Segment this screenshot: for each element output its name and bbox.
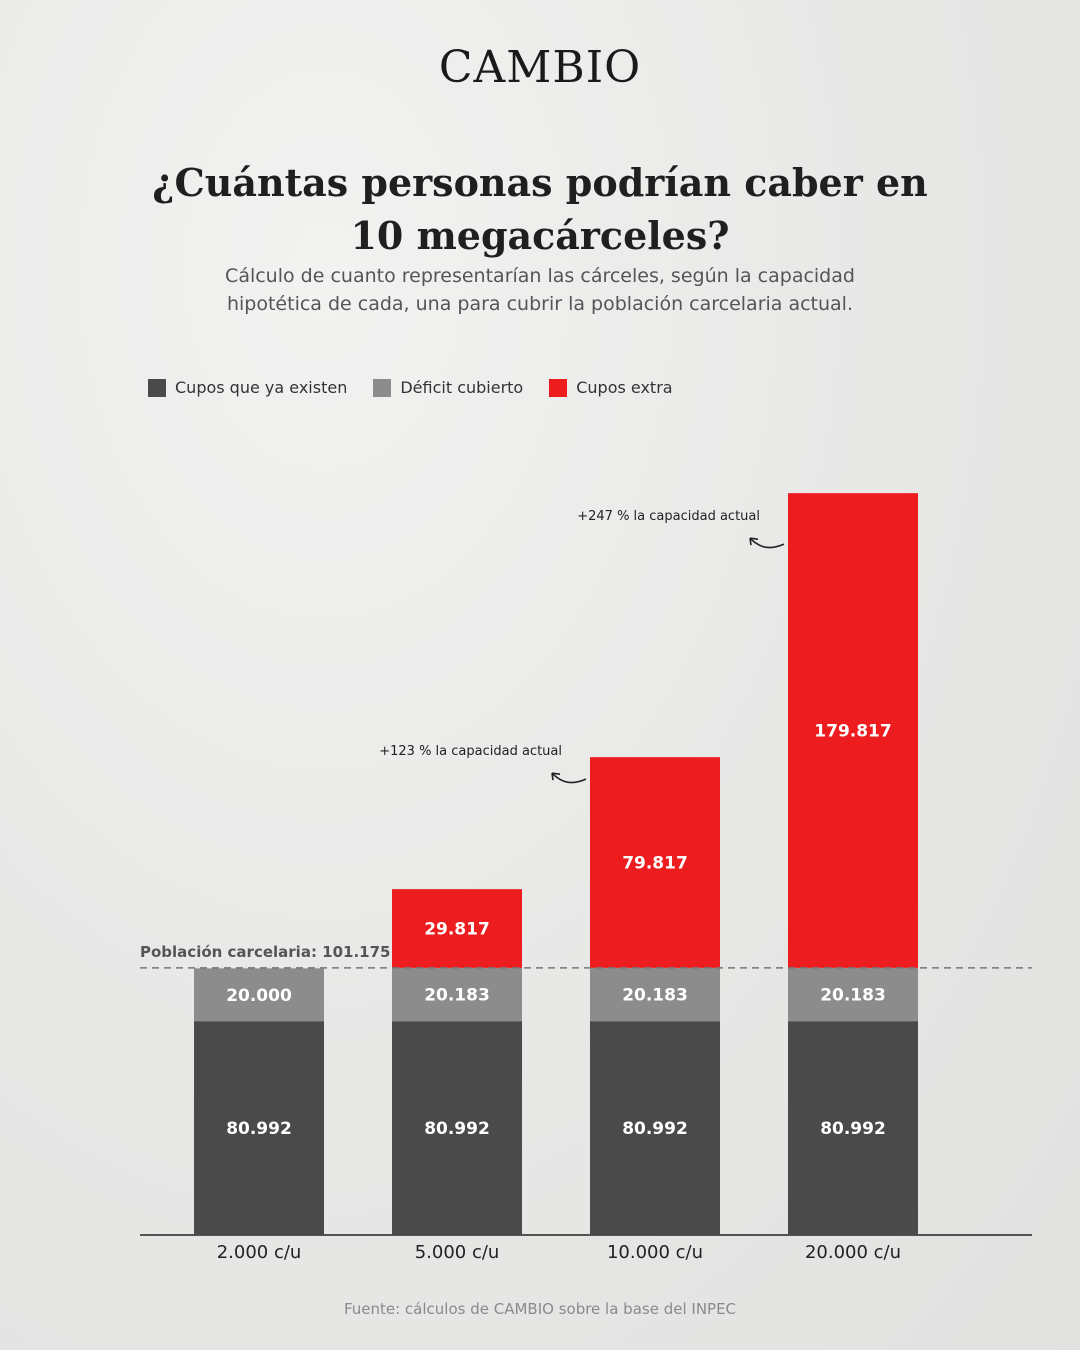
legend-item-deficit: Déficit cubierto: [373, 378, 523, 397]
bar-segment-1-3: [788, 967, 918, 1022]
legend: Cupos que ya existen Déficit cubierto Cu…: [148, 378, 673, 397]
annotation-arrow: [749, 537, 785, 549]
x-tick-label: 20.000 c/u: [805, 1242, 901, 1263]
bar-segment-0-3: [788, 1021, 918, 1235]
title-line-1: ¿Cuántas personas podrían caber en: [152, 160, 928, 205]
bar-value-label: 80.992: [622, 1119, 688, 1139]
legend-swatch-extra: [549, 378, 568, 397]
brand-logo: CAMBIO: [438, 42, 642, 93]
annotation-arrowhead: [749, 537, 759, 546]
bar-value-label: 80.992: [226, 1119, 292, 1139]
bar-value-label: 179.817: [814, 722, 891, 742]
annotation-text: +247 % la capacidad actual: [577, 509, 760, 524]
legend-item-existing: Cupos que ya existen: [148, 378, 347, 397]
reference-line-label: Población carcelaria: 101.175: [140, 943, 390, 961]
bar-segment-1-1: [392, 967, 522, 1022]
bar-segment-0-2: [590, 1021, 720, 1235]
annotation-arrowhead: [551, 772, 561, 781]
legend-swatch-existing: [148, 378, 166, 397]
bar-value-label: 79.817: [622, 854, 688, 874]
x-tick-label: 2.000 c/u: [217, 1242, 302, 1263]
legend-label-existing: Cupos que ya existen: [175, 378, 348, 397]
legend-swatch-deficit: [373, 378, 392, 397]
x-tick-label: 5.000 c/u: [415, 1242, 500, 1263]
bar-segment-1-2: [590, 967, 720, 1022]
chart-subtitle: Cálculo de cuanto representarían las cár…: [225, 265, 855, 315]
bar-segment-0-0: [194, 1021, 324, 1235]
legend-label-extra: Cupos extra: [576, 378, 673, 397]
bar-segment-2-2: [590, 757, 720, 968]
legend-item-extra: Cupos extra: [549, 378, 673, 397]
bar-value-label: 20.183: [820, 986, 886, 1006]
annotation-arrow: [551, 772, 587, 784]
chart-title: ¿Cuántas personas podrían caber en 10 me…: [90, 156, 990, 262]
bar-segment-2-1: [392, 889, 522, 968]
bar-segment-1-0: [194, 968, 324, 1022]
legend-label-deficit: Déficit cubierto: [400, 378, 524, 397]
bar-value-label: 20.183: [424, 986, 490, 1006]
bar-value-label: 20.183: [622, 986, 688, 1006]
bar-segment-2-3: [788, 493, 918, 968]
annotation-text: +123 % la capacidad actual: [379, 744, 562, 759]
bar-value-label: 80.992: [820, 1119, 886, 1139]
x-tick-label: 10.000 c/u: [607, 1242, 703, 1263]
bar-value-label: 29.817: [424, 920, 490, 940]
title-line-2: 10 megacárceles?: [350, 213, 730, 258]
bar-value-label: 20.000: [226, 986, 292, 1006]
source-note: Fuente: cálculos de CAMBIO sobre la base…: [343, 1300, 737, 1318]
bar-value-label: 80.992: [424, 1119, 490, 1139]
bar-segment-0-1: [392, 1021, 522, 1235]
